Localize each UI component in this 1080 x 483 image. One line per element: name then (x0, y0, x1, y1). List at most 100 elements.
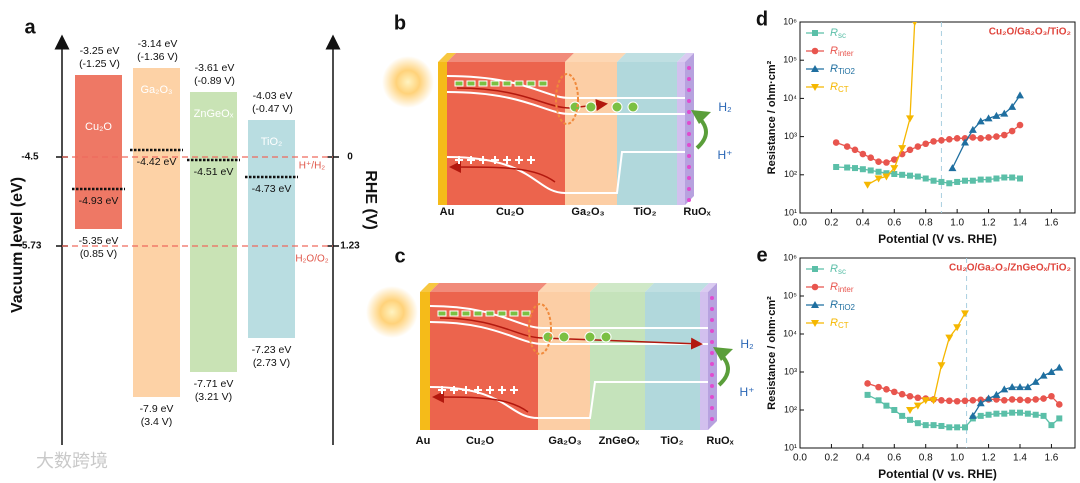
charge-flow (456, 87, 608, 111)
marker (993, 410, 1000, 417)
electron (585, 101, 597, 113)
x-tick-label: 0.4 (856, 218, 870, 229)
marker (930, 138, 937, 145)
cb-rhe: (-1.25 V) (79, 58, 120, 70)
marker (946, 180, 953, 187)
marker (1016, 91, 1024, 99)
marker (898, 145, 907, 153)
reaction-head (691, 110, 711, 124)
vb-rhe: (3.4 V) (141, 416, 173, 428)
layer (590, 292, 645, 430)
x-axis-title: Potential (V vs. RHE) (878, 232, 997, 246)
legend-label: RTiO2 (830, 299, 856, 312)
electron (509, 310, 519, 317)
marker (1024, 410, 1031, 417)
series-line (972, 367, 1060, 417)
hole (438, 386, 446, 394)
interface-mark (528, 303, 552, 355)
y-tick-label: 10³ (784, 131, 797, 141)
marker (948, 164, 957, 172)
product-label: H₂ (718, 100, 732, 114)
marker (938, 137, 945, 144)
marker (1017, 175, 1023, 182)
hole (515, 156, 523, 164)
y-tick-label: 10⁴ (783, 328, 797, 338)
interface-mark (555, 73, 579, 125)
legend-label: Rsc (830, 27, 846, 40)
material-name: TiO₂ (261, 136, 283, 148)
marker (921, 397, 930, 405)
marker (938, 396, 945, 404)
layer (645, 292, 700, 430)
marker (968, 411, 977, 419)
catalyst-dot (710, 362, 714, 366)
y-tick-label: 10⁵ (783, 290, 797, 300)
x-tick-label: 1.4 (1013, 453, 1027, 464)
marker (912, 22, 918, 26)
light (366, 286, 418, 338)
x-tick-label: 1.0 (950, 453, 964, 464)
marker (864, 391, 871, 398)
layer-side (685, 53, 694, 205)
layer-top (438, 53, 456, 62)
watermark: 大数跨境 (36, 451, 108, 471)
y-axis-title: Resistance / ohm·cm² (766, 296, 778, 410)
marker (875, 168, 882, 175)
light (382, 56, 434, 108)
marker (914, 173, 921, 180)
legend-name: R (830, 81, 838, 93)
legend-subscript: TiO2 (838, 303, 856, 312)
marker (898, 390, 906, 398)
legend-marker (811, 283, 819, 291)
marker (1000, 396, 1008, 404)
marker (984, 394, 993, 402)
electron (454, 80, 464, 87)
legend-marker (812, 266, 818, 272)
product-label: H⁺ (740, 385, 755, 399)
marker (832, 139, 840, 146)
marker (1032, 396, 1040, 403)
annotation: Cu₂O/Ga₂O₃/TiO₂ (989, 27, 1071, 38)
marker (1016, 396, 1024, 404)
layer-label: Cu₂O (496, 206, 525, 218)
marker (1032, 411, 1039, 418)
marker (851, 146, 859, 154)
marker (1000, 109, 1009, 117)
legend-marker (811, 301, 819, 308)
legend-marker (811, 47, 819, 55)
catalyst-dot (710, 318, 714, 322)
panel-label: b (394, 12, 406, 34)
layer-top (430, 283, 547, 292)
charge-flow (449, 161, 556, 183)
band-edge (446, 75, 685, 99)
catalyst-dot (710, 296, 714, 300)
marker (977, 412, 984, 419)
marker (1000, 131, 1008, 139)
marker (844, 164, 851, 171)
marker (1048, 392, 1055, 400)
catalyst-dot (687, 143, 691, 147)
vb-rhe: (0.85 V) (80, 248, 117, 260)
marker (953, 135, 961, 142)
catalyst-dot (687, 77, 691, 81)
electron (461, 310, 471, 317)
legend-name: R (830, 317, 838, 329)
marker (1047, 368, 1056, 375)
plot-frame (799, 257, 1076, 449)
x-tick-label: 0.6 (887, 218, 901, 229)
y-tick-label: 10² (784, 169, 797, 179)
hole (491, 156, 499, 164)
plot-area (864, 310, 1064, 431)
y-tick-label: 10¹ (784, 442, 797, 452)
cb-label: -4.03 eV (253, 90, 293, 102)
marker (906, 146, 914, 154)
legend-marker (811, 65, 819, 72)
tick-label: -5.73 (19, 241, 42, 252)
tick-label: 0 (347, 152, 353, 163)
fermi-label: -4.93 eV (79, 195, 119, 207)
marker (962, 177, 968, 184)
marker (1001, 174, 1008, 181)
layer-top (447, 53, 574, 62)
marker (938, 178, 945, 185)
vb-label: -7.71 eV (194, 378, 234, 390)
